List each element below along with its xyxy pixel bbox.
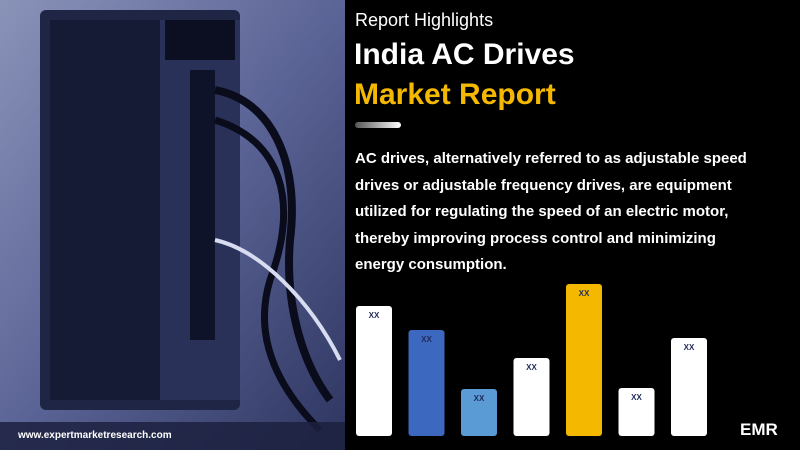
logo: EMR <box>740 420 778 439</box>
divider <box>355 122 401 128</box>
value-label: XX <box>369 311 380 320</box>
value-label: XX <box>421 335 432 344</box>
bar <box>461 389 497 436</box>
bar <box>513 358 550 436</box>
description-line: drives or adjustable frequency drives, a… <box>355 176 732 194</box>
description: AC drives, alternatively referred to as … <box>355 146 747 279</box>
bar <box>566 284 602 436</box>
title: India AC Drives <box>354 38 575 71</box>
website: www.expertmarketresearch.com <box>18 430 172 441</box>
value-label: XX <box>631 393 642 402</box>
value-label: XX <box>526 363 537 372</box>
value-label: XX <box>474 394 485 403</box>
description-line: thereby improving process control and mi… <box>355 229 716 247</box>
description-line: utilized for regulating the speed of an … <box>355 203 729 220</box>
description-line: energy consumption. <box>355 256 507 273</box>
value-label: XX <box>579 289 590 298</box>
chart: XX XX XX XX XX XX XX <box>356 284 707 436</box>
subtitle: Report Highlights <box>355 10 494 30</box>
bar <box>671 338 707 436</box>
value-label: XX <box>684 343 695 352</box>
product-photo <box>0 0 345 450</box>
bar <box>618 388 655 436</box>
description-line: AC drives, alternatively referred to as … <box>355 150 747 167</box>
title-highlight: Market Report <box>354 78 556 111</box>
bar <box>408 330 445 436</box>
bar <box>356 306 392 436</box>
